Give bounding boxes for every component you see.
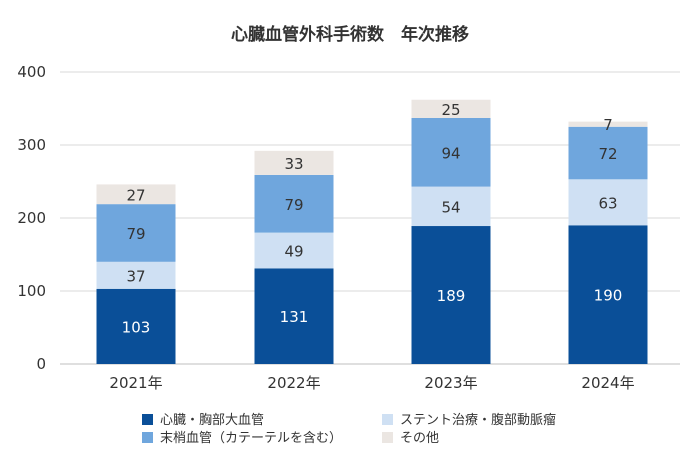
bar-segment xyxy=(96,204,176,262)
legend-label: ステント治療・腹部動脈瘤 xyxy=(400,412,556,428)
y-tick-label: 100 xyxy=(17,282,46,300)
legend-swatch xyxy=(382,414,393,425)
bar-segment xyxy=(568,126,648,180)
data-label: 72 xyxy=(598,145,617,163)
bar-segment xyxy=(96,261,176,289)
legend-swatch xyxy=(382,432,393,443)
legend-label: 末梢血管（カテーテルを含む） xyxy=(160,430,342,446)
x-axis: 2021年 2022年 2023年 2024年 xyxy=(109,374,634,392)
legend-label: その他 xyxy=(400,431,439,446)
bar-segment xyxy=(411,99,491,118)
x-tick-label: 2024年 xyxy=(581,374,634,392)
data-label: 103 xyxy=(122,318,151,336)
bar-segment xyxy=(568,179,648,226)
data-label: 7 xyxy=(603,116,613,134)
bars: 103 37 79 27 131 49 79 33 189 54 94 25 190 63 72 7 xyxy=(96,99,648,364)
data-label: 27 xyxy=(126,186,145,204)
bar-segment xyxy=(568,121,648,127)
legend-label: 心臓・胸部大血管 xyxy=(160,413,264,428)
data-label: 79 xyxy=(284,196,303,214)
x-tick-label: 2021年 xyxy=(109,374,162,392)
bar-group: 189 54 94 25 xyxy=(411,99,491,364)
bar-group: 103 37 79 27 xyxy=(96,184,176,364)
data-label: 131 xyxy=(280,308,309,326)
bar-segment xyxy=(96,184,176,205)
bar-segment xyxy=(254,232,334,269)
chart-title: 心臓血管外科手術数 年次推移 xyxy=(231,24,469,45)
y-axis: 0 100 200 300 400 xyxy=(17,63,46,373)
data-label: 37 xyxy=(126,267,145,285)
data-label: 63 xyxy=(598,194,617,212)
bar-group: 131 49 79 33 xyxy=(254,150,334,364)
y-tick-label: 400 xyxy=(17,63,46,81)
data-label: 94 xyxy=(441,144,460,162)
x-tick-label: 2023年 xyxy=(424,374,477,392)
data-label: 79 xyxy=(126,225,145,243)
bar-segment xyxy=(96,288,176,364)
y-tick-label: 0 xyxy=(36,355,46,373)
bar-segment xyxy=(254,268,334,364)
data-label: 49 xyxy=(284,242,303,260)
y-tick-label: 200 xyxy=(17,209,46,227)
bar-segment xyxy=(254,150,334,175)
bar-segment xyxy=(411,117,491,187)
legend-swatch xyxy=(142,414,153,425)
data-label: 54 xyxy=(441,198,460,216)
data-label: 190 xyxy=(594,287,623,305)
x-tick-label: 2022年 xyxy=(267,374,320,392)
bar-segment xyxy=(254,174,334,233)
data-label: 33 xyxy=(284,155,303,173)
y-tick-label: 300 xyxy=(17,136,46,154)
bar-segment xyxy=(411,226,491,364)
bar-segment xyxy=(568,225,648,364)
bar-segment xyxy=(411,186,491,227)
legend-swatch xyxy=(142,432,153,443)
data-label: 189 xyxy=(437,287,466,305)
bar-group: 190 63 72 7 xyxy=(568,116,648,364)
data-label: 25 xyxy=(441,101,460,119)
